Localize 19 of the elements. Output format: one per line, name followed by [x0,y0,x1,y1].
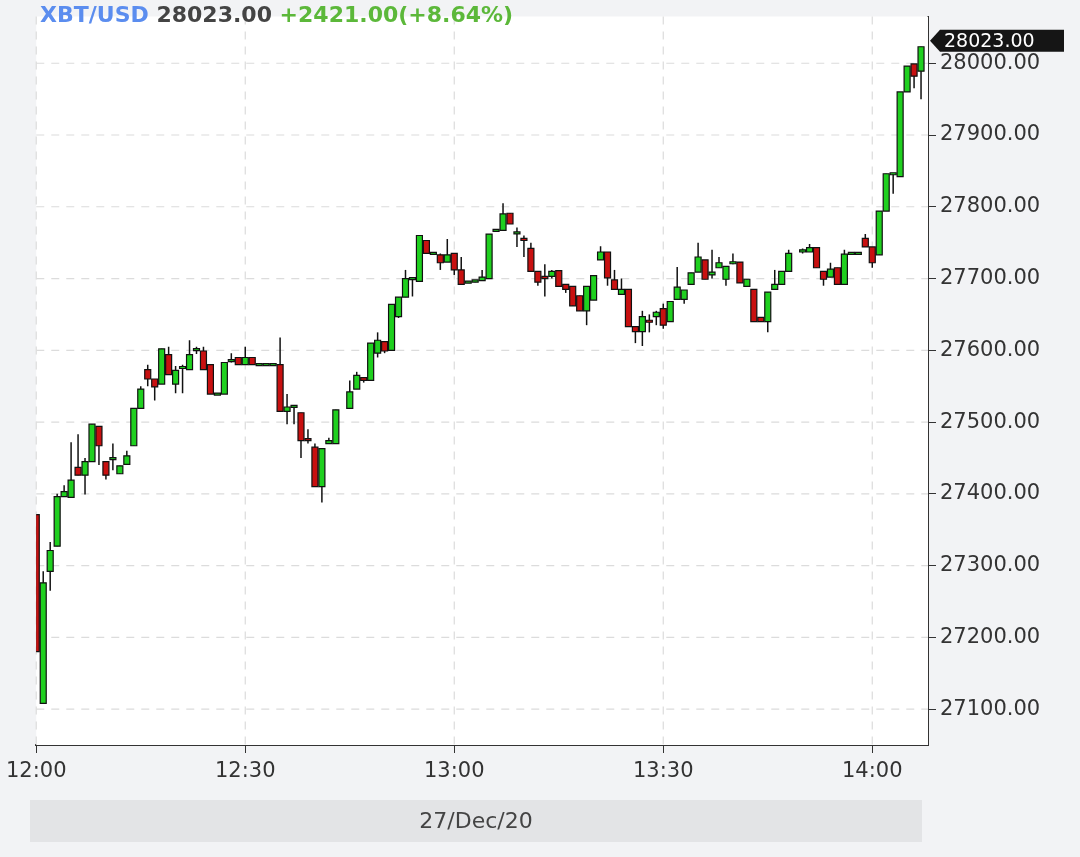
text: 28023.00 [944,28,1035,51]
y-tick-label: 27700.00 [940,264,1041,289]
y-tick-label: 27400.00 [940,480,1041,505]
y-tick-label: 27600.00 [940,336,1041,361]
y-tick-label: 27300.00 [940,552,1041,577]
x-tick-label: 13:30 [633,758,694,783]
y-tick-label: 28000.00 [940,49,1041,74]
x-axis-title: 27/Dec/20 [30,800,922,842]
y-tick-label: 27900.00 [940,121,1041,146]
chart-subtitle: +2421.00(+8.64%) [279,2,514,27]
chart-title: XBT/USD 28023.00 [40,2,272,27]
y-tick-label: 27100.00 [940,695,1041,720]
x-tick-label: 12:00 [5,758,67,783]
y-tick-label: 27800.00 [940,193,1041,218]
y-tick-label: 27200.00 [940,623,1041,648]
x-tick-label: 12:30 [215,758,276,783]
y-tick-label: 27500.00 [940,408,1041,433]
x-tick-label: 14:00 [842,758,903,783]
x-tick-label: 13:00 [424,758,485,783]
